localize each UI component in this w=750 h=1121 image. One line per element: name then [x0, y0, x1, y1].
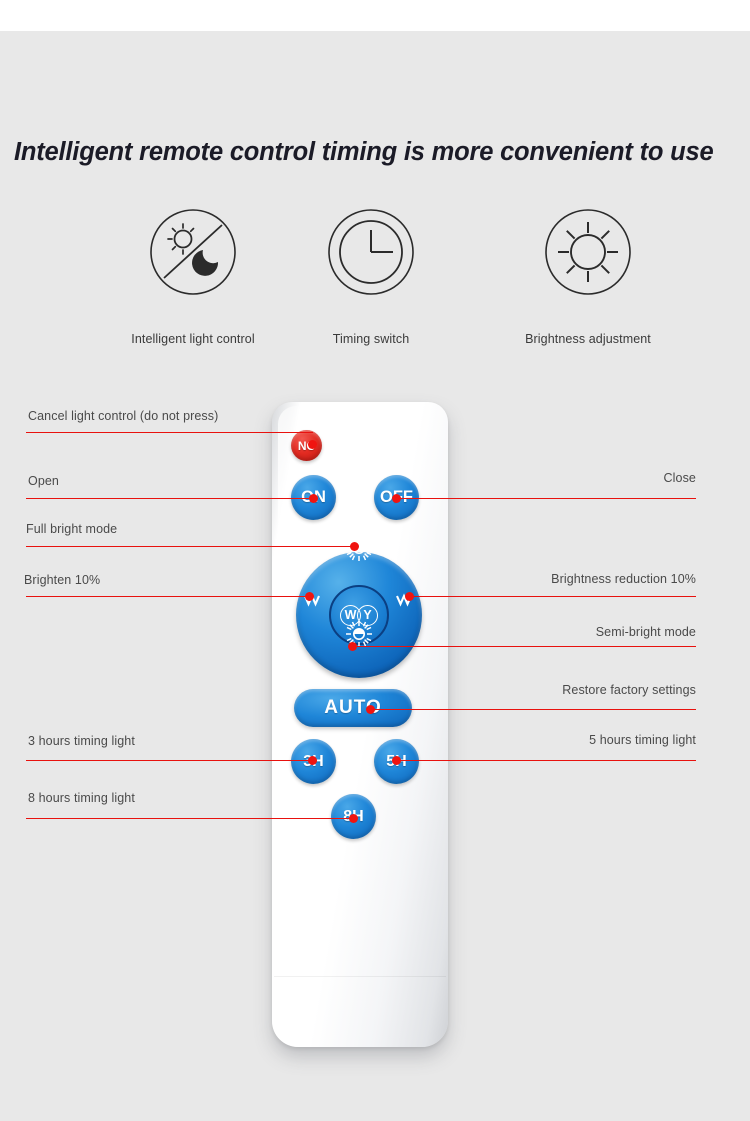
half-sun-icon[interactable]: [341, 616, 377, 652]
callout-dot-5h: [392, 756, 401, 765]
callout-line-left-on: [26, 498, 313, 499]
callout-dot-nc: [308, 440, 317, 449]
brightness-dial-pad[interactable]: W Y: [296, 535, 422, 678]
callout-label-close: Close: [663, 471, 696, 485]
auto-button[interactable]: AUTO: [294, 689, 412, 727]
feature-label: Timing switch: [332, 332, 410, 346]
brightness-down-icon[interactable]: [393, 588, 417, 612]
feature-list: Intelligent light control Timing switch: [0, 206, 750, 356]
remote-seam-line: [274, 976, 446, 977]
callout-label-open: Open: [28, 474, 59, 488]
callout-dot-3h: [308, 756, 317, 765]
callout-line-left-brighten: [26, 596, 309, 597]
callout-label-brighten-10: Brighten 10%: [24, 573, 101, 587]
callout-label-brightness-reduction-10: Brightness reduction 10%: [551, 572, 696, 586]
5h-button[interactable]: 5H: [374, 739, 419, 784]
nc-button[interactable]: NC: [291, 430, 322, 461]
callout-line-right-semi-bright: [352, 646, 696, 647]
sun-moon-light-sensor-icon: [147, 206, 239, 298]
callout-line-right-off: [396, 498, 696, 499]
off-button[interactable]: OFF: [374, 475, 419, 520]
callout-label-cancel-light-control: Cancel light control (do not press): [28, 409, 219, 423]
callout-line-left-3h: [26, 760, 312, 761]
feature-item-light-control: Intelligent light control: [78, 206, 308, 346]
callout-label-8-hours-timing: 8 hours timing light: [28, 791, 135, 805]
callout-dot-reduction: [405, 592, 414, 601]
callout-line-left-nc: [26, 432, 313, 433]
callout-line-right-auto: [370, 709, 696, 710]
callout-dot-auto: [366, 705, 375, 714]
callout-dot-full-bright: [350, 542, 359, 551]
callout-label-full-bright-mode: Full bright mode: [26, 522, 118, 536]
callout-line-right-reduction: [409, 596, 696, 597]
feature-item-timing-switch: Timing switch: [256, 206, 486, 346]
callout-label-restore-factory-settings: Restore factory settings: [562, 683, 696, 697]
callout-dot-brighten: [305, 592, 314, 601]
sun-brightness-icon: [542, 206, 634, 298]
callout-line-left-full-bright: [26, 546, 354, 547]
page-title: Intelligent remote control timing is mor…: [14, 138, 714, 166]
callout-label-5-hours-timing: 5 hours timing light: [589, 733, 696, 747]
feature-label: Brightness adjustment: [525, 332, 651, 346]
full-sun-icon[interactable]: [341, 530, 377, 566]
callout-line-right-5h: [396, 760, 696, 761]
callout-dot-off: [392, 494, 401, 503]
callout-dot-8h: [349, 814, 358, 823]
callout-dot-on: [309, 494, 318, 503]
clock-icon: [325, 206, 417, 298]
callout-label-3-hours-timing: 3 hours timing light: [28, 734, 135, 748]
feature-item-brightness: Brightness adjustment: [473, 206, 703, 346]
callout-label-semi-bright-mode: Semi-bright mode: [595, 625, 696, 639]
brightness-up-icon[interactable]: [301, 588, 325, 612]
feature-label: Intelligent light control: [131, 332, 255, 346]
callout-line-left-8h: [26, 818, 353, 819]
callout-dot-semi-bright: [348, 642, 357, 651]
